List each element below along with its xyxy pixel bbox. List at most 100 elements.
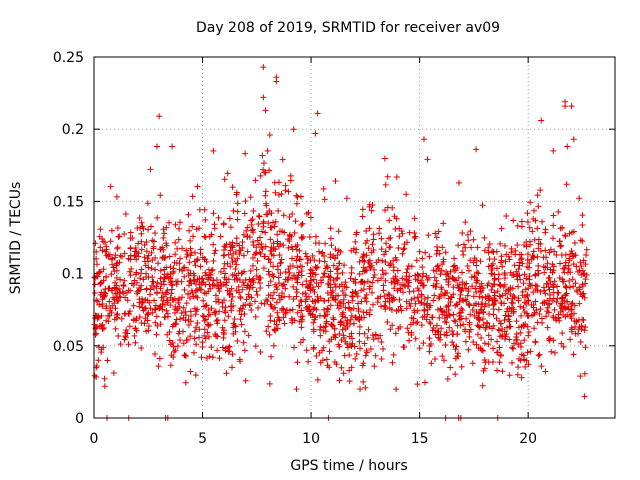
data-point (296, 302, 303, 309)
data-point (116, 293, 123, 300)
data-point (320, 185, 327, 192)
data-point (270, 342, 277, 349)
data-point (296, 247, 303, 254)
data-point (149, 257, 156, 264)
data-point (414, 381, 421, 388)
data-point (397, 303, 404, 310)
data-point (581, 370, 588, 377)
data-point (246, 285, 253, 292)
data-point (104, 357, 111, 364)
data-point (541, 287, 548, 294)
data-point (437, 291, 444, 298)
data-point (544, 260, 551, 267)
data-point (127, 245, 134, 252)
data-point (210, 210, 217, 217)
data-point (361, 340, 368, 347)
data-point (378, 303, 385, 310)
data-point (483, 319, 490, 326)
data-point (335, 228, 342, 235)
data-point (132, 252, 139, 259)
data-point (176, 266, 183, 273)
data-point (566, 278, 573, 285)
data-point (366, 263, 373, 270)
data-point (201, 289, 208, 296)
data-point (516, 251, 523, 258)
data-point (362, 384, 369, 391)
data-point (470, 236, 477, 243)
data-point (295, 269, 302, 276)
data-point (394, 287, 401, 294)
data-point (236, 277, 243, 284)
chart-title: Day 208 of 2019, SRMTID for receiver av0… (196, 20, 500, 36)
data-point (153, 313, 160, 320)
data-point (240, 231, 247, 238)
data-point (217, 268, 224, 275)
data-point (532, 298, 539, 305)
data-point (414, 285, 421, 292)
data-point (122, 294, 129, 301)
data-point (346, 378, 353, 385)
data-point (242, 150, 249, 157)
data-point (205, 322, 212, 329)
data-point (564, 298, 571, 305)
data-point (489, 325, 496, 332)
data-point (342, 279, 349, 286)
data-point (391, 278, 398, 285)
data-point (330, 316, 337, 323)
data-point (490, 306, 497, 313)
x-tick-label: 15 (411, 431, 429, 447)
data-point (562, 283, 569, 290)
y-tick-label: 0.25 (53, 50, 84, 66)
data-point (271, 318, 278, 325)
data-point (229, 242, 236, 249)
data-point (275, 274, 282, 281)
data-point (318, 279, 325, 286)
data-point (561, 297, 568, 304)
data-point (269, 295, 276, 302)
data-point (241, 210, 248, 217)
data-point (205, 288, 212, 295)
data-point (307, 312, 314, 319)
data-point (428, 314, 435, 321)
data-point (231, 322, 238, 329)
data-point (148, 282, 155, 289)
data-point (480, 284, 487, 291)
data-point (403, 239, 410, 246)
data-point (291, 344, 298, 351)
data-point (399, 281, 406, 288)
data-point (215, 299, 222, 306)
data-point (186, 259, 193, 266)
data-point (91, 289, 98, 296)
data-point (265, 268, 272, 275)
data-point (97, 226, 104, 233)
data-point (139, 304, 146, 311)
data-point (544, 324, 551, 331)
data-point (479, 294, 486, 301)
data-point (406, 337, 413, 344)
data-point (258, 240, 265, 247)
data-point (278, 294, 285, 301)
data-point (261, 169, 268, 176)
data-point (419, 264, 426, 271)
data-point (573, 318, 580, 325)
data-point (452, 371, 459, 378)
data-point (234, 338, 241, 345)
data-point (400, 289, 407, 296)
data-point (448, 294, 455, 301)
data-point (285, 266, 292, 273)
data-point (192, 249, 199, 256)
data-point (458, 288, 465, 295)
data-point (386, 292, 393, 299)
data-point (267, 301, 274, 308)
data-point (434, 247, 441, 254)
data-point (132, 245, 139, 252)
data-point (323, 356, 330, 363)
data-point (571, 302, 578, 309)
data-point (330, 252, 337, 259)
data-point (321, 297, 328, 304)
data-point (152, 319, 159, 326)
data-point (545, 335, 552, 342)
data-point (535, 245, 542, 252)
data-point (315, 283, 322, 290)
